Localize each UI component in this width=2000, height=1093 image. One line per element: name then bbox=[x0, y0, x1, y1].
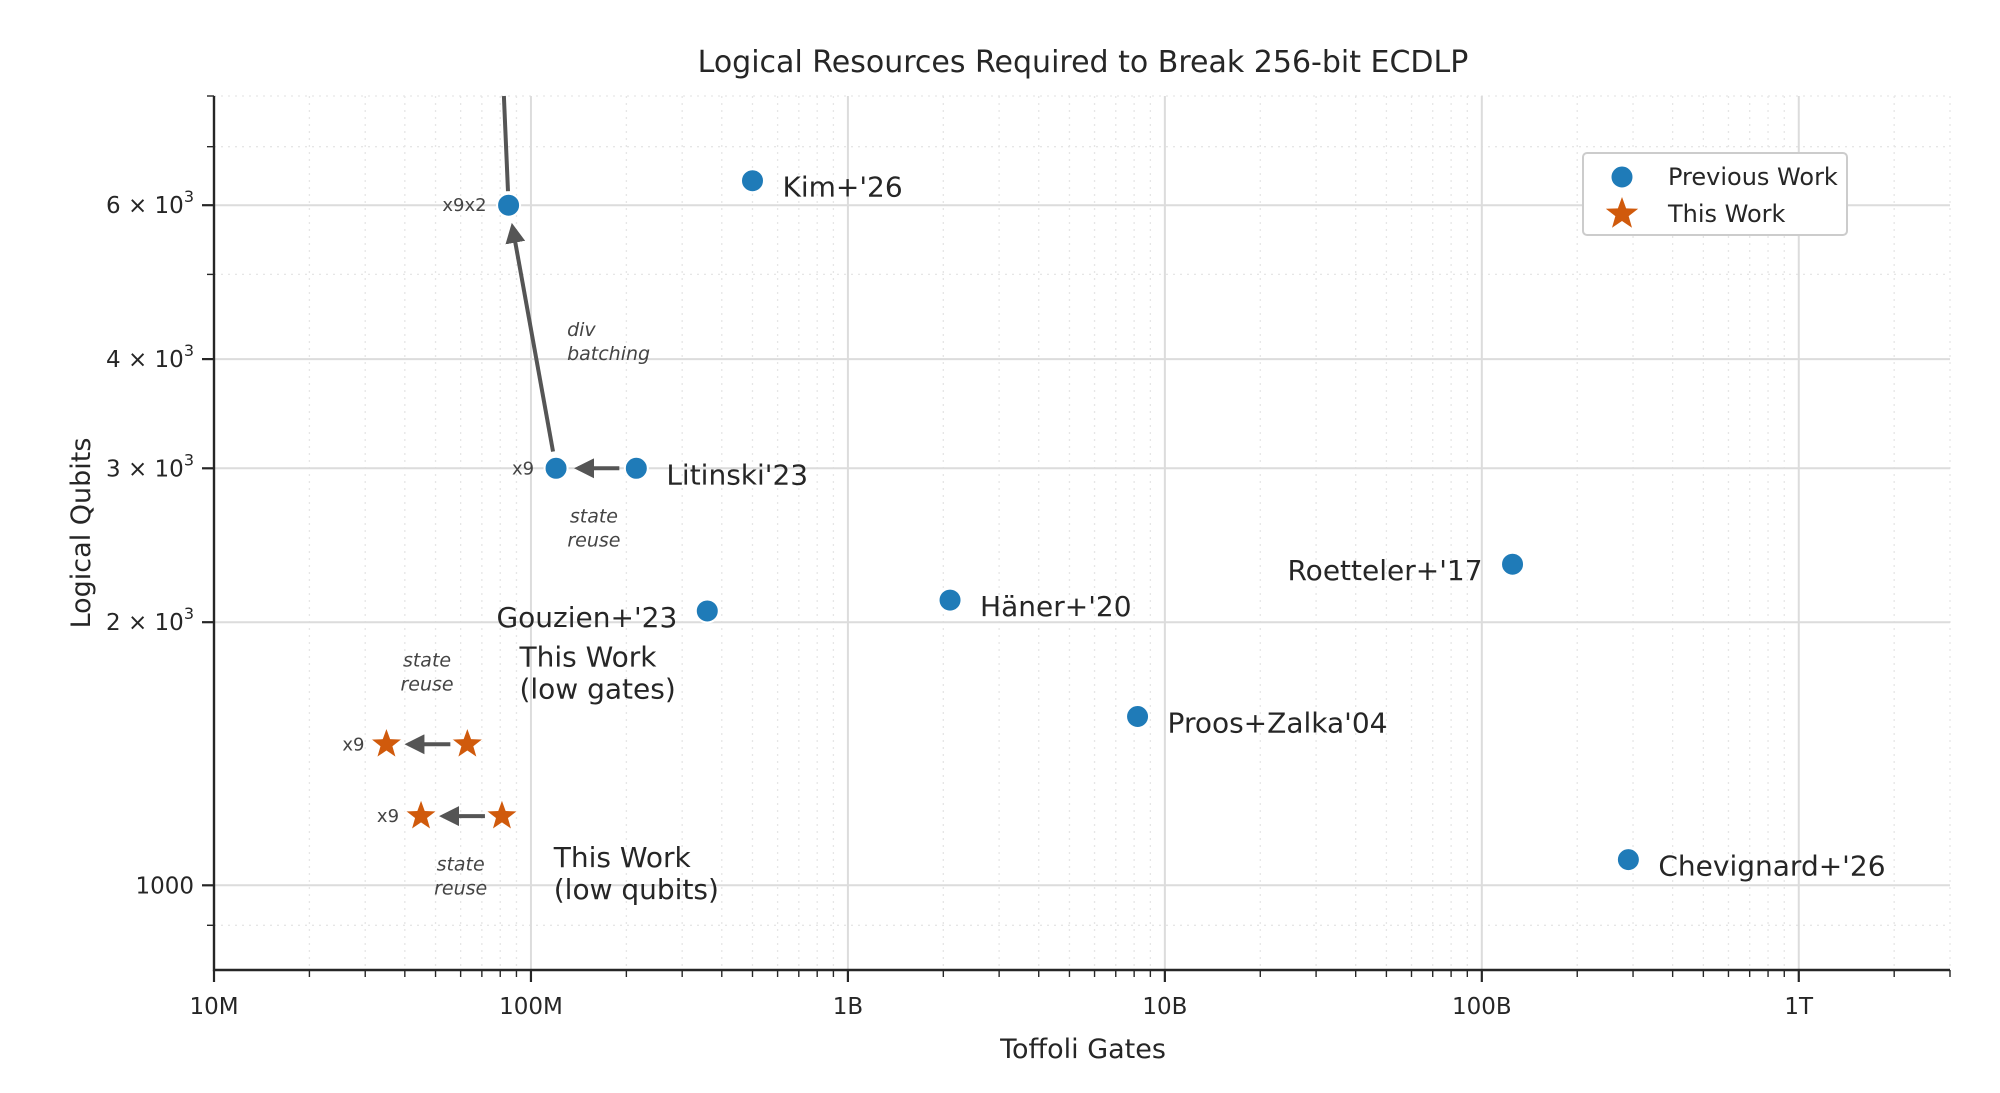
annotations: div batching state reuse state reuse state reus… bbox=[400, 319, 718, 906]
point-label: Häner+'20 bbox=[980, 590, 1131, 623]
x-tick-label: 10M bbox=[189, 994, 238, 1020]
arrow-segment bbox=[501, 95, 510, 192]
x-tick-label: 10B bbox=[1142, 994, 1187, 1020]
multiplier-label: x9 bbox=[342, 734, 364, 755]
legend-label: This Work bbox=[1667, 200, 1786, 228]
arrows bbox=[404, 95, 620, 827]
point-label: Chevignard+'26 bbox=[1658, 850, 1885, 883]
y-axis-label: Logical Qubits bbox=[66, 438, 97, 629]
previous-work-point bbox=[937, 587, 963, 613]
point-label: Gouzien+'23 bbox=[496, 601, 677, 634]
point-label: Proos+Zalka'04 bbox=[1168, 707, 1388, 740]
this-work-point bbox=[484, 797, 520, 832]
previous-work-point bbox=[1615, 847, 1641, 873]
y-tick-label: 4 × 103 bbox=[106, 341, 194, 373]
legend: Previous Work This Work bbox=[1582, 152, 1848, 236]
annotation-label: state reuse bbox=[400, 649, 453, 695]
legend-box bbox=[1582, 152, 1848, 236]
multiplier-label: x9 bbox=[512, 458, 534, 479]
previous-work-point bbox=[496, 192, 522, 218]
this-work-point bbox=[403, 797, 439, 832]
point-label: Kim+'26 bbox=[782, 171, 902, 204]
multiplier-label: x9x2 bbox=[442, 195, 486, 216]
this-work-point bbox=[449, 725, 486, 760]
y-tick-label: 3 × 103 bbox=[106, 450, 194, 482]
x-tick-label: 1T bbox=[1784, 994, 1814, 1020]
this-work-label: This Work (low qubits) bbox=[553, 841, 719, 906]
previous-work-point bbox=[1125, 704, 1151, 730]
legend-marker-this bbox=[1605, 197, 1639, 228]
legend-label: Previous Work bbox=[1668, 163, 1838, 191]
axes: 10M 100M 1B 10B 100B 1T 1000 2 × 103 3 × 103 4 × … bbox=[106, 95, 1951, 1020]
y-tick-label: 1000 bbox=[135, 873, 194, 899]
x-axis-label: Toffoli Gates bbox=[999, 1034, 1166, 1065]
x-tick-label: 100M bbox=[499, 994, 563, 1020]
x-tick-label: 1B bbox=[833, 994, 863, 1020]
point-label: Roetteler+'17 bbox=[1287, 554, 1482, 587]
data-points: Kim+'26 x9x2 x9 Litinski'23 Gouzien+'23 Häner… bbox=[342, 168, 1886, 883]
x-tick-label: 100B bbox=[1452, 994, 1512, 1020]
chart-title: Logical Resources Required to Break 256-… bbox=[698, 45, 1469, 80]
arrow bbox=[505, 222, 556, 452]
previous-work-point bbox=[543, 455, 569, 481]
this-work-label: This Work (low gates) bbox=[518, 640, 675, 705]
annotation-label: state reuse bbox=[434, 853, 487, 899]
previous-work-point bbox=[739, 168, 765, 194]
point-label: Litinski'23 bbox=[666, 458, 808, 491]
y-tick-label: 6 × 103 bbox=[106, 187, 194, 219]
this-work-point bbox=[368, 725, 405, 760]
previous-work-point bbox=[694, 598, 720, 624]
annotation-label: state reuse bbox=[567, 506, 620, 552]
previous-work-point bbox=[1500, 551, 1526, 577]
annotation-label: div batching bbox=[567, 319, 650, 365]
multiplier-label: x9 bbox=[377, 806, 399, 827]
y-tick-label: 2 × 103 bbox=[106, 604, 194, 636]
previous-work-point bbox=[623, 455, 649, 481]
legend-marker-previous bbox=[1609, 164, 1635, 190]
